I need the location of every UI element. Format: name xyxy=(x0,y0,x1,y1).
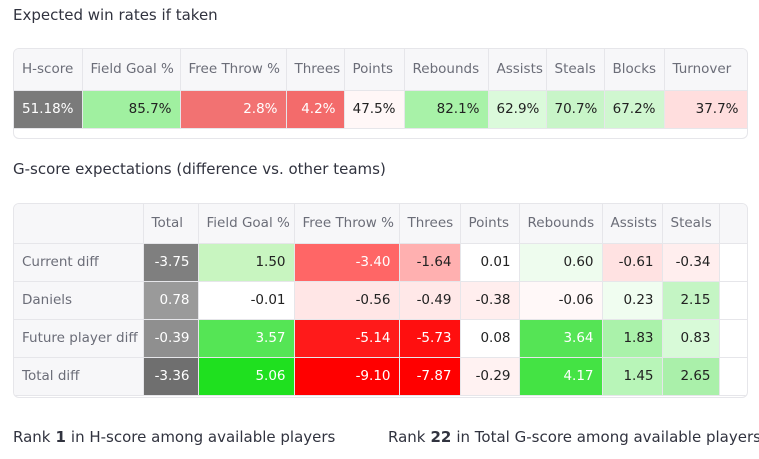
cell: -0.34 xyxy=(662,243,720,282)
cell: 1.45 xyxy=(602,357,663,396)
cell: 85.7% xyxy=(82,90,181,129)
column-header: Free Throw % xyxy=(180,49,287,91)
rank-prefix: Rank xyxy=(388,428,426,446)
rank-value: 22 xyxy=(430,428,452,446)
header-row: Total Field Goal % Free Throw % Threes Point… xyxy=(14,204,747,244)
column-header: Steals xyxy=(662,204,720,244)
cell: 67.2% xyxy=(604,90,665,129)
column-header: Rebounds xyxy=(519,204,603,244)
cell: 82.1% xyxy=(404,90,489,129)
data-row: 51.18% 85.7% 2.8% 4.2% 47.5% 82.1% 62.9% 70.7% 6… xyxy=(14,90,747,129)
data-row: Daniels 0.78 -0.01 -0.56 -0.49 -0.38 -0.06 0.23… xyxy=(14,281,747,320)
rank-suffix: in H-score among available players xyxy=(70,428,336,446)
cell: 0.60 xyxy=(519,243,603,282)
cell: 0.83 xyxy=(662,319,720,358)
cell: 70.7% xyxy=(546,90,605,129)
g-score-rank: Rank 22 in Total G-score among available p… xyxy=(388,428,759,446)
g-score-table-frame: Total Field Goal % Free Throw % Threes Point… xyxy=(13,203,748,398)
cell: -9.10 xyxy=(294,357,400,396)
column-header: Points xyxy=(460,204,520,244)
h-score-rank: Rank 1 in H-score among available players xyxy=(13,428,335,446)
win-rates-table: H-score Field Goal % Free Throw % Threes Poi… xyxy=(14,49,747,129)
cell: 5.06 xyxy=(198,357,295,396)
cell: 51.18% xyxy=(14,90,83,129)
clipped-cell xyxy=(719,281,747,320)
cell: -3.36 xyxy=(143,357,199,396)
column-header: Threes xyxy=(399,204,461,244)
data-row: Future player diff -0.39 3.57 -5.14 -5.73 0.0… xyxy=(14,319,747,358)
row-label: Future player diff xyxy=(14,319,144,358)
row-label: Daniels xyxy=(14,281,144,320)
cell: 3.64 xyxy=(519,319,603,358)
cell: -0.61 xyxy=(602,243,663,282)
cell: 0.01 xyxy=(460,243,520,282)
column-header: Rebounds xyxy=(404,49,489,91)
cell: 0.08 xyxy=(460,319,520,358)
column-header: Steals xyxy=(546,49,605,91)
cell: 62.9% xyxy=(488,90,547,129)
win-rates-title: Expected win rates if taken xyxy=(13,6,218,24)
header-row: H-score Field Goal % Free Throw % Threes Poi… xyxy=(14,49,747,91)
column-header: Free Throw % xyxy=(294,204,400,244)
cell: -0.39 xyxy=(143,319,199,358)
column-header: Assists xyxy=(602,204,663,244)
column-header: H-score xyxy=(14,49,83,91)
cell: -0.38 xyxy=(460,281,520,320)
cell: 1.50 xyxy=(198,243,295,282)
clipped-header xyxy=(719,204,747,244)
cell: 4.2% xyxy=(286,90,345,129)
data-row: Current diff -3.75 1.50 -3.40 -1.64 0.01 0.60-… xyxy=(14,243,747,282)
cell: -0.29 xyxy=(460,357,520,396)
cell: -1.64 xyxy=(399,243,461,282)
column-header: Field Goal % xyxy=(198,204,295,244)
column-header: Turnover xyxy=(664,49,747,91)
cell: 4.17 xyxy=(519,357,603,396)
cell: -0.56 xyxy=(294,281,400,320)
cell: 0.23 xyxy=(602,281,663,320)
column-header: Assists xyxy=(488,49,547,91)
cell: -3.75 xyxy=(143,243,199,282)
column-header: Total xyxy=(143,204,199,244)
corner-header xyxy=(14,204,144,244)
clipped-cell xyxy=(719,357,747,396)
g-score-table: Total Field Goal % Free Throw % Threes Point… xyxy=(14,204,747,396)
win-rates-table-frame: H-score Field Goal % Free Throw % Threes Poi… xyxy=(13,48,748,139)
cell: 2.15 xyxy=(662,281,720,320)
column-header: Blocks xyxy=(604,49,665,91)
cell: 47.5% xyxy=(344,90,405,129)
column-header: Field Goal % xyxy=(82,49,181,91)
cell: -0.06 xyxy=(519,281,603,320)
column-header: Points xyxy=(344,49,405,91)
rank-suffix: in Total G-score among available players xyxy=(456,428,759,446)
cell: 3.57 xyxy=(198,319,295,358)
column-header: Threes xyxy=(286,49,345,91)
cell: 37.7% xyxy=(664,90,747,129)
data-row: Total diff -3.36 5.06 -9.10 -7.87 -0.29 4.17 1.… xyxy=(14,357,747,396)
cell: -3.40 xyxy=(294,243,400,282)
cell: -0.49 xyxy=(399,281,461,320)
cell: -5.73 xyxy=(399,319,461,358)
g-score-title: G-score expectations (difference vs. oth… xyxy=(13,160,386,178)
cell: -0.01 xyxy=(198,281,295,320)
clipped-cell xyxy=(719,243,747,282)
cell: -5.14 xyxy=(294,319,400,358)
cell: 2.8% xyxy=(180,90,287,129)
row-label: Total diff xyxy=(14,357,144,396)
row-label: Current diff xyxy=(14,243,144,282)
cell: 1.83 xyxy=(602,319,663,358)
cell: 0.78 xyxy=(143,281,199,320)
rank-value: 1 xyxy=(55,428,66,446)
cell: -7.87 xyxy=(399,357,461,396)
clipped-cell xyxy=(719,319,747,358)
rank-prefix: Rank xyxy=(13,428,51,446)
cell: 2.65 xyxy=(662,357,720,396)
